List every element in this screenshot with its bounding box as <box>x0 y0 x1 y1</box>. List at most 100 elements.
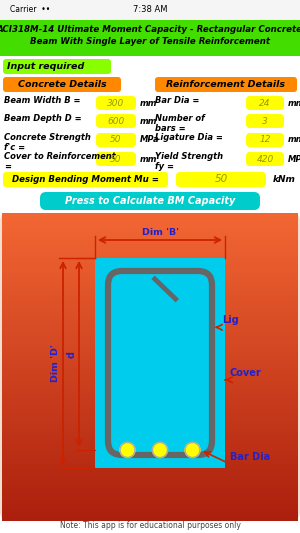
Bar <box>2 343 298 348</box>
Text: mm: mm <box>140 117 158 125</box>
Bar <box>2 401 298 406</box>
Bar <box>2 497 298 502</box>
Text: Carrier  ••: Carrier •• <box>10 5 50 14</box>
Text: Cover to Reinforcement
=: Cover to Reinforcement = <box>4 152 116 172</box>
FancyBboxPatch shape <box>246 96 284 110</box>
Bar <box>2 359 298 364</box>
Bar <box>2 274 298 279</box>
Text: ACI318M-14 Ultimate Moment Capacity - Rectangular Concrete: ACI318M-14 Ultimate Moment Capacity - Re… <box>0 26 300 35</box>
FancyBboxPatch shape <box>0 20 300 56</box>
Bar <box>2 378 298 383</box>
Bar <box>2 486 298 490</box>
Bar <box>95 258 225 468</box>
Bar <box>2 213 298 218</box>
Bar <box>2 367 298 372</box>
Text: Note: This app is for educational purposes only: Note: This app is for educational purpos… <box>60 521 240 529</box>
Text: Beam Width B =: Beam Width B = <box>4 96 80 105</box>
Text: Design Bending Moment Mu =: Design Bending Moment Mu = <box>11 175 158 184</box>
Text: 12: 12 <box>259 135 271 144</box>
Text: 50: 50 <box>110 135 122 144</box>
Bar <box>2 416 298 421</box>
Bar <box>2 332 298 337</box>
Bar <box>2 305 298 310</box>
Bar <box>2 489 298 494</box>
Bar <box>2 217 298 222</box>
Text: Press to Calculate BM Capacity: Press to Calculate BM Capacity <box>65 196 235 206</box>
FancyBboxPatch shape <box>176 172 266 187</box>
Bar <box>2 351 298 356</box>
Bar <box>2 405 298 410</box>
Text: 420: 420 <box>256 155 274 164</box>
Bar <box>2 451 298 456</box>
Bar <box>2 328 298 333</box>
Bar <box>2 463 298 467</box>
FancyBboxPatch shape <box>246 152 284 166</box>
Bar <box>2 355 298 360</box>
Bar <box>2 439 298 444</box>
Text: Concrete Strength
f'c =: Concrete Strength f'c = <box>4 133 91 152</box>
FancyBboxPatch shape <box>155 77 297 92</box>
Bar <box>2 501 298 506</box>
FancyBboxPatch shape <box>96 96 136 110</box>
Bar <box>2 247 298 252</box>
FancyBboxPatch shape <box>40 192 260 210</box>
Bar <box>2 458 298 463</box>
Bar <box>2 232 298 237</box>
Bar <box>2 271 298 276</box>
Bar <box>2 320 298 325</box>
Bar <box>2 317 298 321</box>
Text: kNm: kNm <box>273 175 296 184</box>
Bar <box>2 297 298 302</box>
Text: 600: 600 <box>107 117 124 125</box>
Bar <box>2 390 298 394</box>
Text: MPa: MPa <box>288 155 300 164</box>
Bar <box>2 252 298 256</box>
Bar <box>2 236 298 241</box>
Bar <box>2 301 298 306</box>
Text: Reinforcement Details: Reinforcement Details <box>167 80 286 89</box>
Text: mm: mm <box>140 155 158 164</box>
FancyBboxPatch shape <box>96 114 136 128</box>
Bar <box>2 336 298 341</box>
Bar <box>2 348 298 352</box>
Text: Lig: Lig <box>222 316 239 325</box>
Bar <box>2 340 298 344</box>
Text: 50: 50 <box>214 174 228 184</box>
Bar <box>2 409 298 414</box>
Bar <box>2 370 298 375</box>
Circle shape <box>120 442 135 457</box>
Bar <box>2 309 298 314</box>
Bar <box>2 478 298 482</box>
Bar <box>2 240 298 245</box>
Bar <box>2 294 298 298</box>
Bar <box>2 397 298 402</box>
Text: Beam Depth D =: Beam Depth D = <box>4 114 82 123</box>
Bar <box>0 0 300 20</box>
Text: mm: mm <box>288 135 300 144</box>
Text: Bar Dia: Bar Dia <box>230 452 270 462</box>
Bar <box>2 266 298 271</box>
Bar <box>2 244 298 248</box>
FancyBboxPatch shape <box>3 172 168 187</box>
Bar <box>2 447 298 452</box>
Text: Beam With Single Layer of Tensile Reinforcement: Beam With Single Layer of Tensile Reinfo… <box>30 37 270 46</box>
Text: Dim 'D': Dim 'D' <box>51 344 60 382</box>
Bar <box>2 482 298 487</box>
Bar <box>2 278 298 283</box>
Bar <box>2 424 298 429</box>
Text: Input required: Input required <box>7 62 84 71</box>
Text: Cover: Cover <box>230 368 262 378</box>
Bar <box>2 286 298 290</box>
Bar <box>2 393 298 398</box>
Bar <box>2 470 298 475</box>
Text: d: d <box>67 351 77 358</box>
Bar <box>2 224 298 229</box>
FancyBboxPatch shape <box>246 114 284 128</box>
Bar <box>2 432 298 437</box>
Bar <box>2 386 298 391</box>
Circle shape <box>185 442 200 457</box>
Bar <box>2 420 298 425</box>
Bar <box>2 374 298 379</box>
Bar <box>2 259 298 264</box>
Bar <box>2 282 298 287</box>
